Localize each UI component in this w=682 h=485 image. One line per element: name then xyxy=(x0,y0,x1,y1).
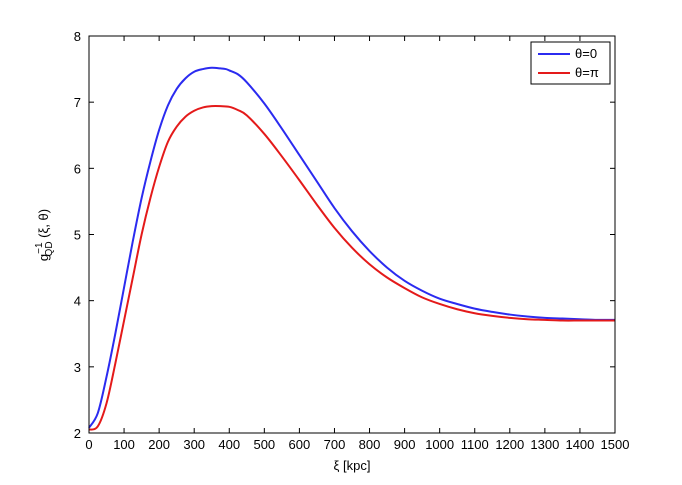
x-tick-label: 1300 xyxy=(530,437,559,452)
x-tick-label: 1200 xyxy=(495,437,524,452)
x-tick-label: 400 xyxy=(218,437,240,452)
x-tick-label: 900 xyxy=(394,437,416,452)
y-axis-label: g−1QD (ξ, θ) xyxy=(34,209,55,261)
y-axis-label-sub: QD xyxy=(44,241,55,256)
legend-box xyxy=(530,41,611,85)
legend: θ=0 θ=π xyxy=(530,41,611,85)
y-tick-label: 3 xyxy=(74,360,81,375)
legend-label-theta-pi: θ=π xyxy=(575,65,599,80)
x-tick-label: 100 xyxy=(113,437,135,452)
x-tick-label: 300 xyxy=(183,437,205,452)
x-tick-label: 200 xyxy=(148,437,170,452)
x-tick-label: 500 xyxy=(253,437,275,452)
x-tick-label: 0 xyxy=(85,437,92,452)
series-layer xyxy=(88,66,616,431)
y-axis-label-args: (ξ, θ) xyxy=(36,209,51,242)
y-tick-label: 7 xyxy=(74,95,81,110)
y-tick-label: 2 xyxy=(74,426,81,441)
y-tick-label: 6 xyxy=(74,161,81,176)
x-tick-label: 1500 xyxy=(601,437,630,452)
x-tick-label: 1400 xyxy=(565,437,594,452)
x-axis-label: ξ [kpc] xyxy=(334,458,371,473)
y-tick-label: 8 xyxy=(74,29,81,44)
y-tick-label: 4 xyxy=(74,294,81,309)
x-tick-label: 1000 xyxy=(425,437,454,452)
series-line-theta-pi xyxy=(88,105,615,431)
ticks-layer: 0 100 200 300 400 500 600 700 800 900 1000 1100 1200… xyxy=(74,29,630,452)
y-axis-label-sup: −1 xyxy=(34,242,45,254)
x-tick-label: 600 xyxy=(289,437,311,452)
legend-label-theta-0: θ=0 xyxy=(575,46,597,61)
x-tick-label: 700 xyxy=(324,437,346,452)
plot-background xyxy=(89,36,615,433)
series-line-theta-0 xyxy=(88,66,616,429)
y-axis-label-base: g xyxy=(36,254,51,261)
x-tick-label: 800 xyxy=(359,437,381,452)
x-tick-label: 1100 xyxy=(461,437,489,452)
y-tick-label: 5 xyxy=(74,228,81,243)
